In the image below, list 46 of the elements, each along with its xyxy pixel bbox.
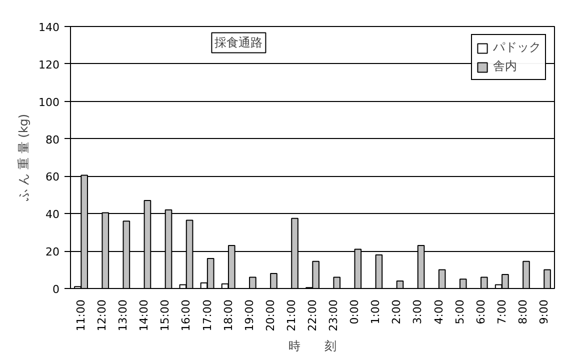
y-axis-title: ふ ん 重 量 (kg): [16, 114, 31, 202]
bar: [544, 269, 551, 288]
x-axis-title: 時 刻: [288, 339, 336, 354]
x-tick-label: 21:00: [284, 299, 298, 332]
x-tick-label: 19:00: [242, 299, 256, 332]
y-tick-label: 60: [46, 170, 60, 184]
x-tick-label: 1:00: [369, 300, 382, 324]
x-tick-label: 18:00: [222, 299, 235, 332]
bar: [522, 260, 530, 288]
x-tick-label: 20:00: [264, 299, 277, 332]
x-tick-label: 6:00: [474, 300, 488, 324]
bar: [375, 254, 383, 288]
x-tick-label: 0:00: [348, 300, 362, 324]
bar: [480, 276, 488, 288]
x-tick-label: 16:00: [180, 299, 193, 332]
bar: [270, 273, 278, 288]
x-tick-label: 12:00: [96, 299, 109, 332]
bar: [459, 278, 467, 288]
legend-label: 舎内: [493, 58, 517, 75]
x-tick-label: 5:00: [453, 300, 466, 324]
y-tick-label: 140: [38, 21, 60, 34]
bar: [396, 280, 404, 288]
y-tick-label: 80: [46, 133, 60, 146]
x-tick-label: 13:00: [116, 299, 130, 332]
x-tick-label: 3:00: [411, 300, 424, 324]
x-tick-label: 17:00: [200, 299, 214, 332]
x-tick-label: 4:00: [432, 300, 446, 324]
y-tick-label: 100: [38, 96, 60, 109]
y-tick-label: 40: [46, 208, 60, 222]
legend-label: パドック: [493, 39, 541, 56]
x-tick-label: 15:00: [158, 299, 172, 332]
x-tick-label: 9:00: [537, 300, 550, 324]
x-tick-label: 8:00: [516, 300, 530, 324]
bar: [249, 276, 256, 288]
x-tick-label: 23:00: [327, 299, 340, 332]
x-tick-label: 11:00: [74, 299, 88, 332]
y-tick-label: 20: [46, 246, 60, 259]
annotation: 採食通路: [214, 36, 263, 50]
x-tick-label: 22:00: [306, 299, 319, 332]
x-tick-label: 2:00: [390, 300, 404, 324]
y-tick-label: 120: [38, 58, 60, 72]
x-tick-label: 14:00: [138, 299, 151, 332]
bar: [333, 276, 341, 288]
x-tick-label: 7:00: [495, 300, 508, 324]
y-tick-label: 0: [52, 283, 60, 296]
bar: [438, 269, 446, 288]
